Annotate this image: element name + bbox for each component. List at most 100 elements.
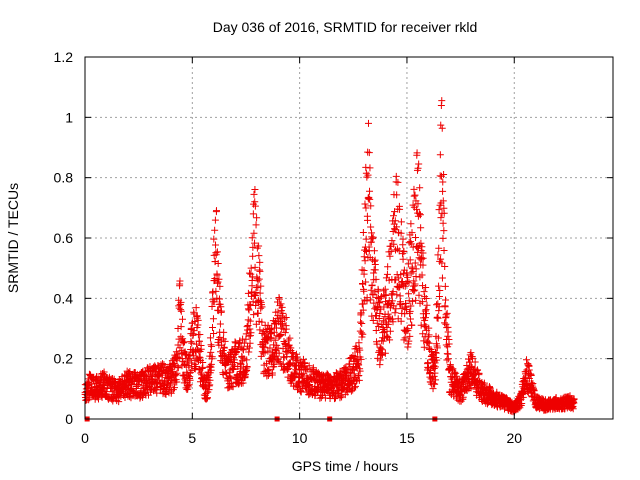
data-point [351,384,359,392]
data-point [336,392,344,400]
data-point [252,221,260,229]
data-point [437,121,445,129]
data-point [362,204,370,212]
data-point [300,370,308,378]
data-point [392,172,400,180]
data-point [415,160,423,168]
data-point [389,318,397,326]
data-point [338,393,346,401]
data-point [359,306,367,314]
data-point [250,311,258,319]
data-point [268,369,276,377]
data-point [374,304,382,312]
data-point [358,320,366,328]
data-point [467,349,475,357]
data-point [397,317,405,325]
data-point [185,381,193,389]
data-point [355,361,363,369]
data-point [178,355,186,363]
data-point [399,235,407,243]
data-point [431,369,439,377]
data-point [177,307,185,315]
data-point [247,329,255,337]
x-tick-labels: 0 5 10 15 20 [81,430,522,446]
data-point [182,377,190,385]
data-point [474,366,482,374]
data-point [440,209,448,217]
data-point [355,371,363,379]
data-point [251,198,259,206]
data-point [194,316,202,324]
data-point [389,288,397,296]
data-point [361,257,369,265]
data-point [367,202,375,210]
x-tick-label: 10 [292,430,308,446]
data-point [248,234,256,242]
data-point [442,296,450,304]
data-point [371,266,379,274]
data-point [404,273,412,281]
data-point [368,281,376,289]
data-point [406,315,414,323]
data-point [373,319,381,327]
data-point [279,320,287,328]
data-point [422,314,430,322]
data-point [360,287,368,295]
data-point [420,343,428,351]
data-point [281,329,289,337]
data-point [199,363,207,371]
data-point [525,366,533,374]
data-point [253,214,261,222]
data-point [376,309,384,317]
data-point [263,366,271,374]
data-point [176,277,184,285]
data-point [413,149,421,157]
data-point [211,226,219,234]
data-point [434,314,442,322]
y-tick-labels: 0 0.2 0.4 0.6 0.8 1 1.2 [54,49,74,427]
data-point [409,297,417,305]
data-point [388,237,396,245]
data-point [366,164,374,172]
data-point [177,306,185,314]
data-point [445,340,453,348]
data-point [159,360,167,368]
data-point [443,309,451,317]
data-point [360,253,368,261]
data-point [381,349,389,357]
data-point [366,187,374,195]
data-point [393,291,401,299]
data-point [443,356,451,364]
data-point [391,226,399,234]
data-point [422,306,430,314]
data-point [411,191,419,199]
data-point [347,387,355,395]
data-point [212,241,220,249]
data-point [293,353,301,361]
data-point [266,344,274,352]
data-point [425,339,433,347]
data-point [255,275,263,283]
data-point [264,333,272,341]
data-point [418,255,426,263]
data-point [438,124,446,132]
data-point [406,332,414,340]
data-point [437,255,445,263]
data-point [275,349,283,357]
data-point [403,305,411,313]
data-point [378,350,386,358]
data-point [193,312,201,320]
data-point [226,373,234,381]
data-point [162,390,170,398]
data-point [249,210,257,218]
data-point [153,384,161,392]
data-point [249,243,257,251]
data-point [405,290,413,298]
data-point [411,259,419,267]
y-axis-title: SRMTID / TECUs [5,183,21,293]
data-point [398,281,406,289]
data-point [417,224,425,232]
data-point [407,269,415,277]
data-point [397,301,405,309]
